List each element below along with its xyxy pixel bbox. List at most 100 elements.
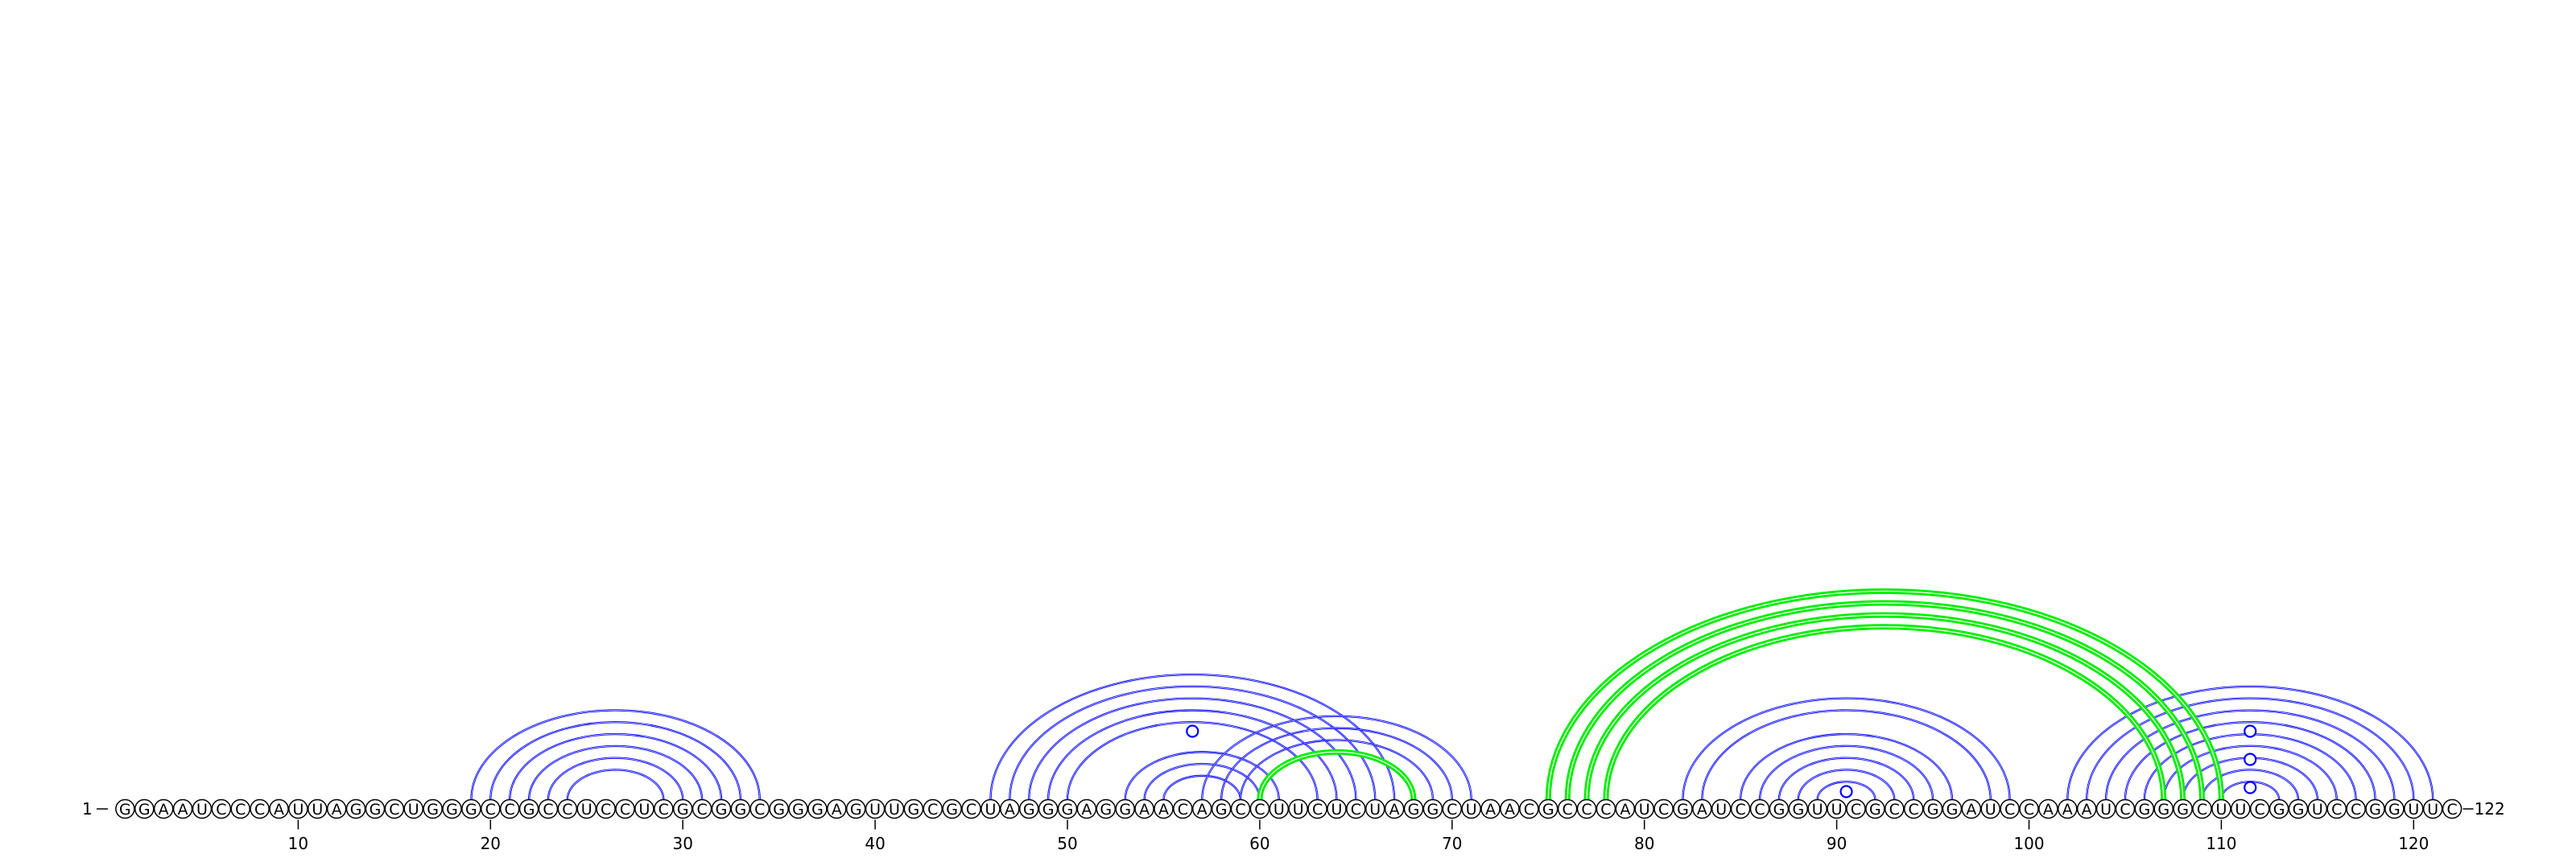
arc-78-107-core — [1605, 626, 2165, 800]
arc-102-121-core — [2066, 686, 2434, 800]
svg-text:G: G — [2138, 801, 2150, 819]
arc-57-71-core — [1201, 716, 1472, 800]
nucleotide-110: U — [2211, 798, 2231, 819]
nucleotide-97: A — [1961, 798, 1982, 819]
nucleotide-17: G — [423, 798, 443, 819]
loop-marker — [2244, 724, 2257, 738]
svg-text:G: G — [1946, 801, 1959, 819]
svg-text:C: C — [1581, 801, 1591, 819]
svg-text:G: G — [2369, 801, 2381, 819]
nucleotide-14: G — [365, 798, 386, 819]
svg-text:A: A — [2043, 801, 2054, 819]
nucleotide-21: C — [499, 798, 520, 819]
nucleotide-22: G — [518, 798, 539, 819]
svg-text:C: C — [1351, 801, 1361, 819]
svg-text:U: U — [1274, 801, 1285, 819]
nucleotide-10: U — [288, 798, 308, 819]
nucleotide-83: A — [1692, 798, 1712, 819]
svg-text:C: C — [696, 801, 707, 819]
nucleotide-116: C — [2326, 798, 2347, 819]
svg-text:C: C — [2331, 801, 2342, 819]
svg-text:U: U — [1466, 801, 1477, 819]
tick-label-90: 90 — [1827, 834, 1847, 853]
svg-text:C: C — [2024, 801, 2034, 819]
svg-text:C: C — [1447, 801, 1457, 819]
nucleotide-86: C — [1749, 798, 1770, 819]
svg-text:G: G — [716, 801, 728, 819]
svg-text:U: U — [1985, 801, 1996, 819]
svg-text:U: U — [1331, 801, 1343, 819]
svg-text:C: C — [1658, 801, 1669, 819]
svg-text:U: U — [1715, 801, 1727, 819]
nucleotide-121: U — [2422, 798, 2443, 819]
svg-text:U: U — [2427, 801, 2438, 819]
nucleotide-32: G — [711, 798, 732, 819]
svg-text:C: C — [562, 801, 572, 819]
svg-text:U: U — [985, 801, 996, 819]
arc-20-33-core — [490, 721, 741, 800]
svg-text:C: C — [754, 801, 765, 819]
svg-text:A: A — [832, 801, 842, 819]
svg-text:A: A — [1081, 801, 1092, 819]
svg-text:C: C — [2255, 801, 2265, 819]
nucleotide-31: C — [691, 798, 712, 819]
svg-text:A: A — [1505, 801, 1515, 819]
svg-text:G: G — [946, 801, 958, 819]
nucleotide-54: A — [1134, 798, 1154, 819]
svg-text:C: C — [1909, 801, 1919, 819]
arc-89-92-core — [1817, 782, 1876, 800]
svg-text:U: U — [1831, 801, 1843, 819]
nucleotide-85: C — [1730, 798, 1751, 819]
nucleotide-7: C — [230, 798, 250, 819]
svg-text:C: C — [254, 801, 265, 819]
nucleotide-27: C — [615, 798, 635, 819]
nucleotide-51: A — [1076, 798, 1097, 819]
svg-text:U: U — [1639, 801, 1650, 819]
nucleotide-109: C — [2192, 798, 2212, 819]
arc-83-98-core — [1702, 710, 1992, 800]
nucleotide-42: G — [903, 798, 924, 819]
arc-75-110 — [1545, 588, 2224, 800]
nucleotide-63: C — [1307, 798, 1327, 819]
nucleotide-104: U — [2095, 798, 2116, 819]
svg-text:G: G — [427, 801, 439, 819]
loop-marker — [2244, 781, 2257, 794]
nucleotide-115: U — [2307, 798, 2328, 819]
arc-48-65-core — [1028, 698, 1356, 800]
svg-text:C: C — [1736, 801, 1746, 819]
svg-text:G: G — [2177, 801, 2189, 819]
nucleotide-77: C — [1576, 798, 1597, 819]
nucleotide-78: C — [1596, 798, 1616, 819]
nucleotide-52: G — [1096, 798, 1117, 819]
svg-text:C: C — [2446, 801, 2457, 819]
svg-text:A: A — [178, 801, 188, 819]
nucleotide-87: G — [1769, 798, 1790, 819]
arc-76-109-core — [1567, 602, 2203, 800]
svg-text:G: G — [1408, 801, 1420, 819]
nucleotide-70: C — [1442, 798, 1463, 819]
svg-text:G: G — [465, 801, 477, 819]
arc-59-69-core — [1240, 740, 1434, 800]
nucleotide-65: C — [1346, 798, 1366, 819]
svg-text:G: G — [119, 801, 131, 819]
arc-21-32-core — [509, 733, 722, 800]
svg-text:G: G — [523, 801, 535, 819]
tick-label-60: 60 — [1249, 834, 1269, 853]
nucleotide-48: G — [1018, 798, 1039, 819]
nucleotide-112: C — [2249, 798, 2270, 819]
svg-text:U: U — [1369, 801, 1381, 819]
svg-text:G: G — [350, 801, 362, 819]
svg-text:G: G — [1042, 801, 1055, 819]
svg-text:U: U — [1293, 801, 1304, 819]
svg-text:C: C — [543, 801, 553, 819]
nucleotide-76: C — [1557, 798, 1578, 819]
tick-label-20: 20 — [481, 834, 501, 853]
nucleotide-9: A — [269, 798, 289, 819]
nucleotide-6: C — [211, 798, 232, 819]
nucleotide-15: C — [384, 798, 405, 819]
nucleotide-102: A — [2058, 798, 2078, 819]
svg-text:G: G — [850, 801, 862, 819]
arc-58-70-core — [1220, 728, 1453, 800]
arc-47-66-core — [1009, 686, 1376, 800]
